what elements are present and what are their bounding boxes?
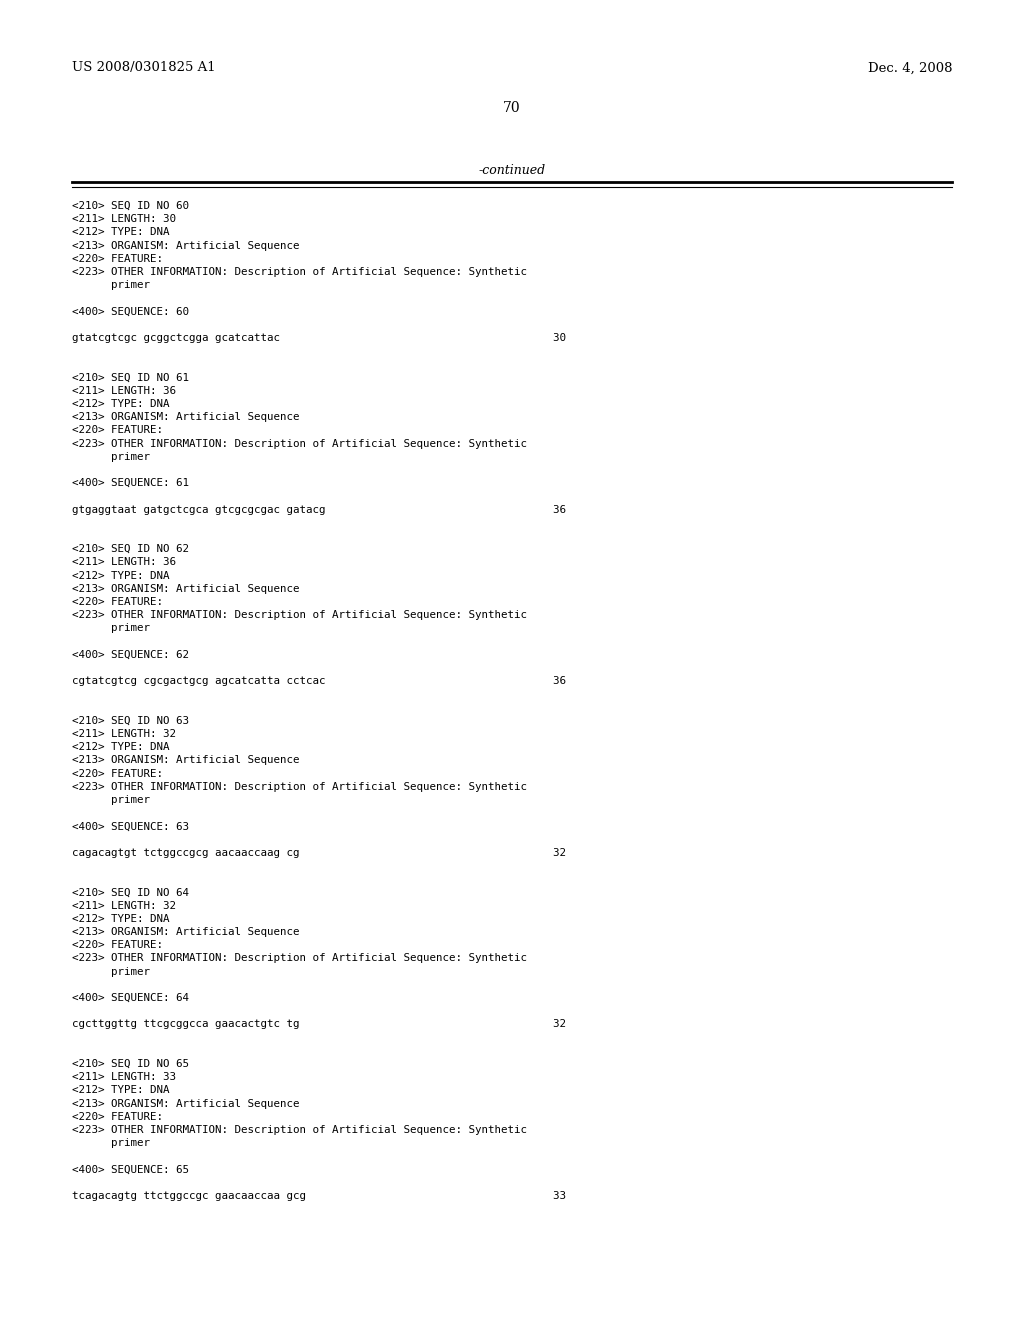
Text: <212> TYPE: DNA: <212> TYPE: DNA — [72, 227, 170, 238]
Text: <220> FEATURE:: <220> FEATURE: — [72, 1111, 163, 1122]
Text: <210> SEQ ID NO 63: <210> SEQ ID NO 63 — [72, 715, 189, 726]
Text: 70: 70 — [503, 102, 521, 115]
Text: <213> ORGANISM: Artificial Sequence: <213> ORGANISM: Artificial Sequence — [72, 240, 299, 251]
Text: <220> FEATURE:: <220> FEATURE: — [72, 425, 163, 436]
Text: cgtatcgtcg cgcgactgcg agcatcatta cctcac                                   36: cgtatcgtcg cgcgactgcg agcatcatta cctcac … — [72, 676, 566, 686]
Text: primer: primer — [72, 795, 150, 805]
Text: <220> FEATURE:: <220> FEATURE: — [72, 597, 163, 607]
Text: <213> ORGANISM: Artificial Sequence: <213> ORGANISM: Artificial Sequence — [72, 755, 299, 766]
Text: <223> OTHER INFORMATION: Description of Artificial Sequence: Synthetic: <223> OTHER INFORMATION: Description of … — [72, 610, 527, 620]
Text: <210> SEQ ID NO 62: <210> SEQ ID NO 62 — [72, 544, 189, 554]
Text: <212> TYPE: DNA: <212> TYPE: DNA — [72, 570, 170, 581]
Text: <210> SEQ ID NO 65: <210> SEQ ID NO 65 — [72, 1059, 189, 1069]
Text: <213> ORGANISM: Artificial Sequence: <213> ORGANISM: Artificial Sequence — [72, 412, 299, 422]
Text: US 2008/0301825 A1: US 2008/0301825 A1 — [72, 62, 216, 74]
Text: <213> ORGANISM: Artificial Sequence: <213> ORGANISM: Artificial Sequence — [72, 583, 299, 594]
Text: primer: primer — [72, 280, 150, 290]
Text: primer: primer — [72, 1138, 150, 1148]
Text: primer: primer — [72, 623, 150, 634]
Text: <210> SEQ ID NO 64: <210> SEQ ID NO 64 — [72, 887, 189, 898]
Text: primer: primer — [72, 966, 150, 977]
Text: -continued: -continued — [478, 164, 546, 177]
Text: <400> SEQUENCE: 64: <400> SEQUENCE: 64 — [72, 993, 189, 1003]
Text: <400> SEQUENCE: 62: <400> SEQUENCE: 62 — [72, 649, 189, 660]
Text: <212> TYPE: DNA: <212> TYPE: DNA — [72, 1085, 170, 1096]
Text: <223> OTHER INFORMATION: Description of Artificial Sequence: Synthetic: <223> OTHER INFORMATION: Description of … — [72, 438, 527, 449]
Text: <212> TYPE: DNA: <212> TYPE: DNA — [72, 399, 170, 409]
Text: cgcttggttg ttcgcggcca gaacactgtc tg                                       32: cgcttggttg ttcgcggcca gaacactgtc tg 32 — [72, 1019, 566, 1030]
Text: <213> ORGANISM: Artificial Sequence: <213> ORGANISM: Artificial Sequence — [72, 1098, 299, 1109]
Text: <212> TYPE: DNA: <212> TYPE: DNA — [72, 913, 170, 924]
Text: <220> FEATURE:: <220> FEATURE: — [72, 253, 163, 264]
Text: <223> OTHER INFORMATION: Description of Artificial Sequence: Synthetic: <223> OTHER INFORMATION: Description of … — [72, 781, 527, 792]
Text: <211> LENGTH: 33: <211> LENGTH: 33 — [72, 1072, 176, 1082]
Text: <211> LENGTH: 36: <211> LENGTH: 36 — [72, 385, 176, 396]
Text: <211> LENGTH: 32: <211> LENGTH: 32 — [72, 900, 176, 911]
Text: <220> FEATURE:: <220> FEATURE: — [72, 940, 163, 950]
Text: <223> OTHER INFORMATION: Description of Artificial Sequence: Synthetic: <223> OTHER INFORMATION: Description of … — [72, 1125, 527, 1135]
Text: <223> OTHER INFORMATION: Description of Artificial Sequence: Synthetic: <223> OTHER INFORMATION: Description of … — [72, 953, 527, 964]
Text: <213> ORGANISM: Artificial Sequence: <213> ORGANISM: Artificial Sequence — [72, 927, 299, 937]
Text: <211> LENGTH: 30: <211> LENGTH: 30 — [72, 214, 176, 224]
Text: primer: primer — [72, 451, 150, 462]
Text: gtatcgtcgc gcggctcgga gcatcattac                                          30: gtatcgtcgc gcggctcgga gcatcattac 30 — [72, 333, 566, 343]
Text: <400> SEQUENCE: 60: <400> SEQUENCE: 60 — [72, 306, 189, 317]
Text: cagacagtgt tctggccgcg aacaaccaag cg                                       32: cagacagtgt tctggccgcg aacaaccaag cg 32 — [72, 847, 566, 858]
Text: <400> SEQUENCE: 63: <400> SEQUENCE: 63 — [72, 821, 189, 832]
Text: <212> TYPE: DNA: <212> TYPE: DNA — [72, 742, 170, 752]
Text: <220> FEATURE:: <220> FEATURE: — [72, 768, 163, 779]
Text: <210> SEQ ID NO 61: <210> SEQ ID NO 61 — [72, 372, 189, 383]
Text: tcagacagtg ttctggccgc gaacaaccaa gcg                                      33: tcagacagtg ttctggccgc gaacaaccaa gcg 33 — [72, 1191, 566, 1201]
Text: <211> LENGTH: 36: <211> LENGTH: 36 — [72, 557, 176, 568]
Text: gtgaggtaat gatgctcgca gtcgcgcgac gatacg                                   36: gtgaggtaat gatgctcgca gtcgcgcgac gatacg … — [72, 504, 566, 515]
Text: <400> SEQUENCE: 61: <400> SEQUENCE: 61 — [72, 478, 189, 488]
Text: <210> SEQ ID NO 60: <210> SEQ ID NO 60 — [72, 201, 189, 211]
Text: <400> SEQUENCE: 65: <400> SEQUENCE: 65 — [72, 1164, 189, 1175]
Text: Dec. 4, 2008: Dec. 4, 2008 — [867, 62, 952, 74]
Text: <223> OTHER INFORMATION: Description of Artificial Sequence: Synthetic: <223> OTHER INFORMATION: Description of … — [72, 267, 527, 277]
Text: <211> LENGTH: 32: <211> LENGTH: 32 — [72, 729, 176, 739]
